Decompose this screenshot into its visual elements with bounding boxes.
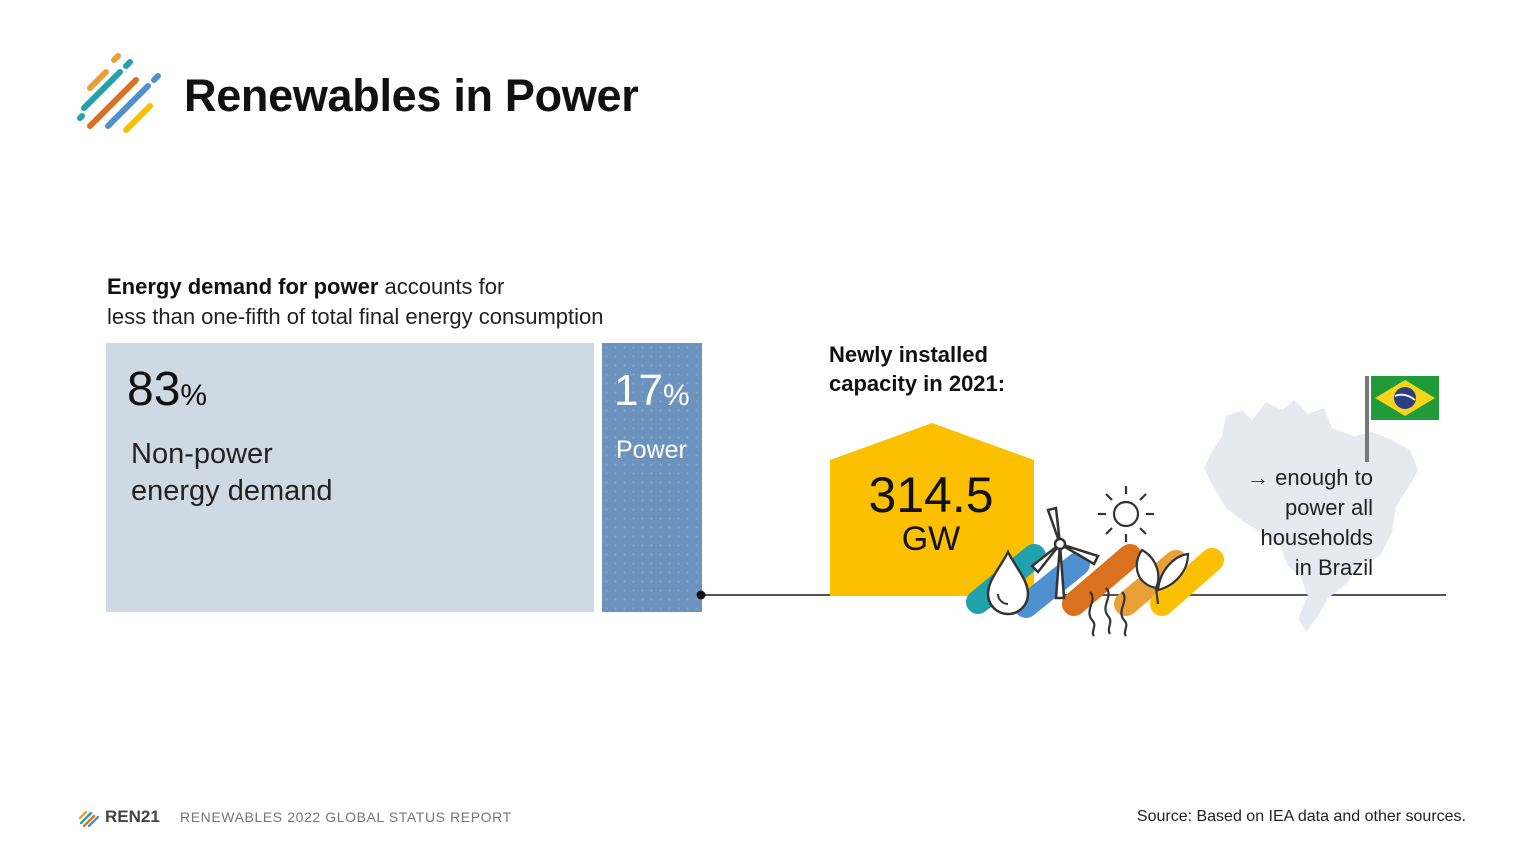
- nonpower-label: Non-power energy demand: [131, 436, 431, 510]
- page-title: Renewables in Power: [184, 70, 639, 121]
- heat-wave-icon: [1088, 587, 1128, 637]
- brazil-note: → enough to power all households in Braz…: [1200, 463, 1373, 583]
- nonpower-percentage: 83%: [127, 362, 207, 417]
- intro-rest: accounts for: [378, 274, 505, 299]
- sun-icon: [1098, 486, 1154, 542]
- brazil-map-icon: [1204, 376, 1439, 632]
- intro-bold: Energy demand for power: [107, 274, 379, 299]
- nonpower-pct-value: 83: [127, 363, 181, 416]
- intro-line2: less than one-fifth of total final energ…: [107, 304, 604, 329]
- footer-source: Source: Based on IEA data and other sour…: [1136, 808, 1466, 825]
- leaf-icon: [1135, 548, 1190, 605]
- water-drop-icon: [986, 549, 1030, 616]
- nonpower-pct-unit: %: [180, 379, 208, 412]
- capacity-heading-line1: Newly installed: [829, 342, 988, 367]
- capacity-house-shape: [830, 423, 1034, 596]
- brazil-note-line4: in Brazil: [1294, 555, 1373, 580]
- power-label: Power: [616, 436, 687, 464]
- brazil-flag-icon: [1371, 376, 1439, 420]
- brazil-note-line3: households: [1260, 525, 1373, 550]
- capacity-heading-line2: capacity in 2021:: [829, 371, 1006, 396]
- footer-ren21-logo-icon: [78, 810, 100, 828]
- power-percentage: 17%: [614, 366, 690, 416]
- ren21-logo-icon: [77, 53, 161, 133]
- capacity-heading: Newly installed capacity in 2021:: [829, 340, 1069, 398]
- power-bar: [602, 343, 702, 612]
- nonpower-label-line1: Non-power: [131, 438, 273, 470]
- brazil-note-line2: power all: [1284, 495, 1373, 520]
- footer-report-title: RENEWABLES 2022 GLOBAL STATUS REPORT: [180, 809, 512, 825]
- footer-brand: REN21: [105, 807, 160, 826]
- nonpower-label-line2: energy demand: [131, 475, 333, 507]
- nonpower-bar: [106, 343, 594, 612]
- wind-turbine-icon: [1030, 506, 1100, 600]
- renewables-illustration: [966, 486, 1224, 637]
- power-pct-value: 17: [614, 366, 663, 415]
- brazil-note-line1: → enough to: [1247, 465, 1373, 490]
- capacity-value: 314.5: [868, 467, 994, 523]
- intro-text: Energy demand for power accounts for les…: [107, 272, 604, 332]
- power-pct-unit: %: [662, 379, 690, 412]
- capacity-unit: GW: [901, 520, 961, 558]
